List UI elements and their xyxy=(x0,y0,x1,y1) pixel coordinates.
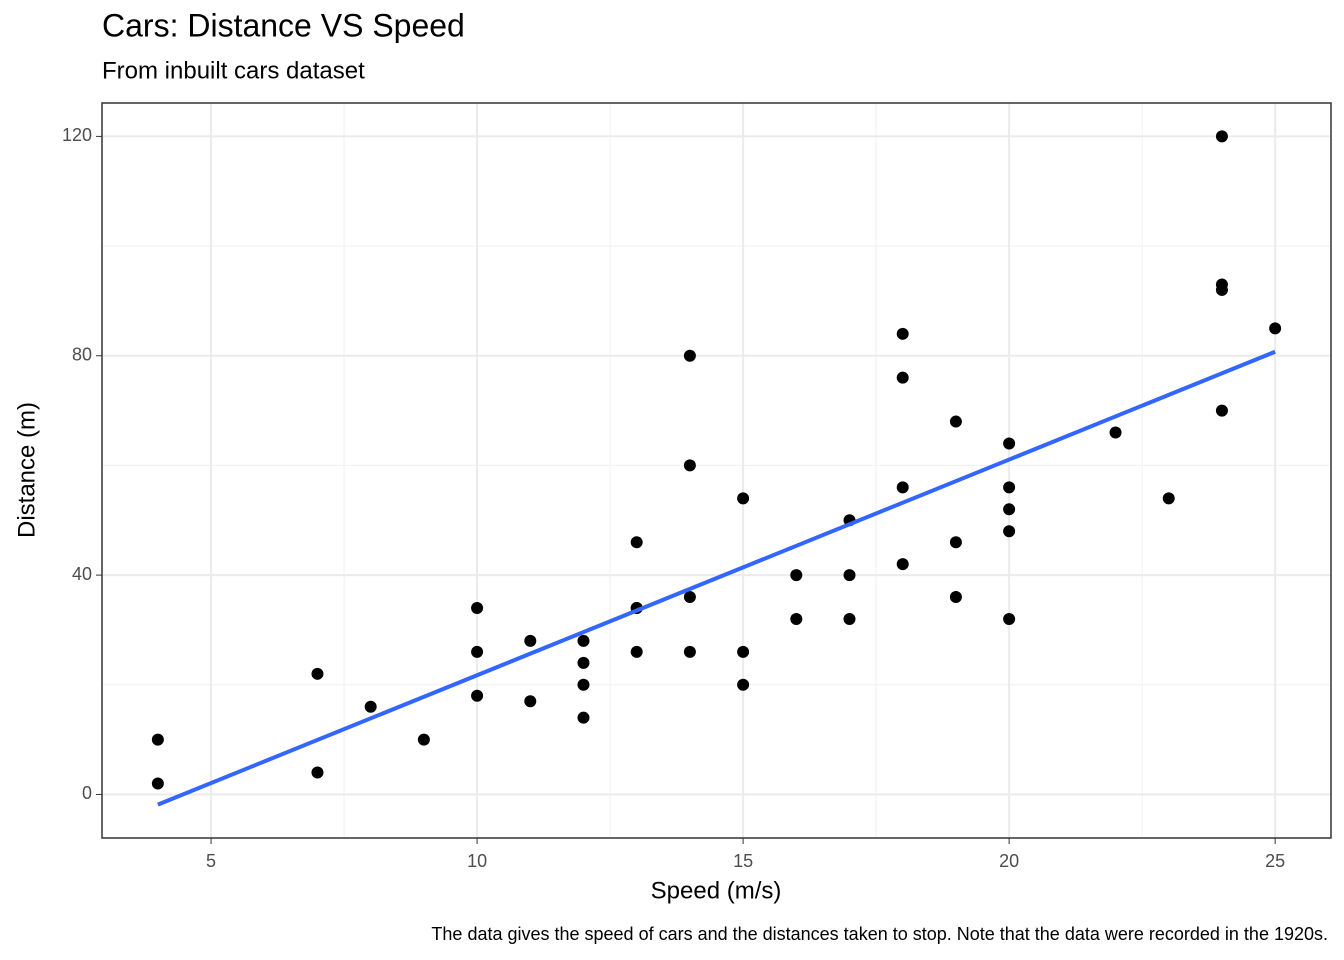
point xyxy=(311,766,324,779)
point xyxy=(683,591,696,604)
point xyxy=(737,645,750,658)
point xyxy=(1215,130,1228,143)
point xyxy=(577,656,590,669)
point xyxy=(1003,437,1016,450)
point xyxy=(949,536,962,549)
point xyxy=(630,536,643,549)
point xyxy=(1003,503,1016,516)
point xyxy=(311,667,324,680)
point xyxy=(524,634,537,647)
point xyxy=(683,459,696,472)
point xyxy=(630,645,643,658)
point xyxy=(524,695,537,708)
y-tick-label: 120 xyxy=(62,125,92,145)
point xyxy=(683,645,696,658)
point xyxy=(1109,426,1122,439)
x-tick-label: 20 xyxy=(999,851,1019,871)
point xyxy=(1215,278,1228,291)
point xyxy=(1162,492,1175,505)
point xyxy=(949,591,962,604)
point xyxy=(737,678,750,691)
point xyxy=(683,349,696,362)
point xyxy=(471,645,484,658)
x-tick-label: 25 xyxy=(1265,851,1285,871)
point xyxy=(1003,612,1016,625)
y-axis-title: Distance (m) xyxy=(13,402,40,538)
y-tick-label: 80 xyxy=(72,345,92,365)
chart-title: Cars: Distance VS Speed xyxy=(102,7,465,43)
point xyxy=(843,569,856,582)
point xyxy=(896,371,909,384)
point xyxy=(790,612,803,625)
x-tick-label: 5 xyxy=(206,851,216,871)
point xyxy=(1215,404,1228,417)
x-tick-label: 15 xyxy=(733,851,753,871)
point xyxy=(843,612,856,625)
point xyxy=(577,678,590,691)
point xyxy=(151,777,164,790)
point xyxy=(364,700,377,713)
point xyxy=(896,327,909,340)
point xyxy=(471,602,484,615)
point xyxy=(471,689,484,702)
x-axis-title: Speed (m/s) xyxy=(651,877,782,904)
point xyxy=(577,711,590,724)
panel-border xyxy=(101,102,1332,839)
chart-subtitle: From inbuilt cars dataset xyxy=(102,57,365,84)
y-tick-label: 0 xyxy=(82,783,92,803)
point xyxy=(577,634,590,647)
point xyxy=(417,733,430,746)
y-tick-label: 40 xyxy=(72,564,92,584)
point xyxy=(896,558,909,571)
point xyxy=(1269,322,1282,335)
point xyxy=(949,415,962,428)
x-tick-label: 10 xyxy=(467,851,487,871)
point xyxy=(737,492,750,505)
caption: The data gives the speed of cars and the… xyxy=(431,924,1328,944)
point xyxy=(790,569,803,582)
point xyxy=(1003,481,1016,494)
fit-line xyxy=(157,349,1276,807)
point xyxy=(1003,525,1016,538)
point xyxy=(151,733,164,746)
point xyxy=(896,481,909,494)
